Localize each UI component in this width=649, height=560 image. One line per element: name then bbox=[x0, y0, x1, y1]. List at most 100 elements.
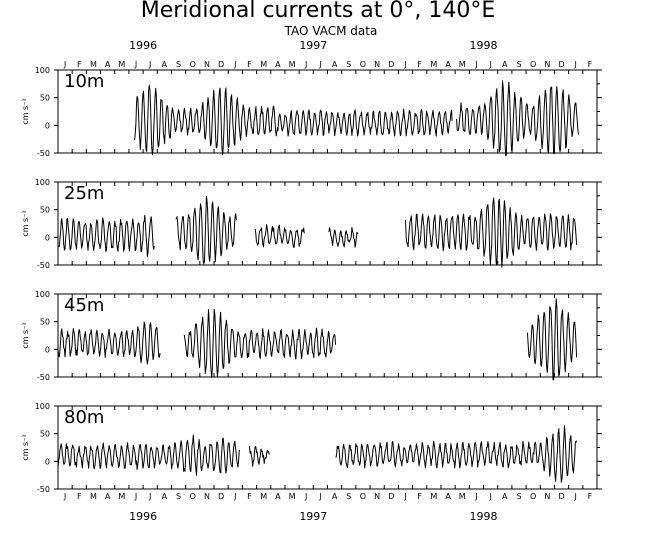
month-label: N bbox=[204, 60, 210, 69]
month-label: J bbox=[574, 60, 577, 69]
month-label: D bbox=[558, 492, 564, 501]
depth-label: 25m bbox=[64, 183, 104, 204]
y-axis-label: cm s⁻¹ bbox=[21, 322, 30, 348]
series-segment-25m-3 bbox=[328, 226, 359, 248]
top-year-label: 1998 bbox=[470, 39, 498, 52]
month-label: A bbox=[162, 60, 168, 69]
month-label: M bbox=[430, 60, 437, 69]
y-tick-label: 0 bbox=[45, 121, 50, 130]
y-tick-label: 0 bbox=[45, 233, 50, 242]
month-label: S bbox=[516, 60, 521, 69]
month-label: D bbox=[218, 492, 224, 501]
month-label: J bbox=[304, 492, 307, 501]
month-label: M bbox=[118, 60, 125, 69]
series-segment-45m-1 bbox=[183, 308, 336, 378]
y-tick-label: -50 bbox=[37, 485, 50, 494]
month-label: D bbox=[388, 492, 394, 501]
y-tick-label: 50 bbox=[40, 94, 50, 103]
y-tick-label: 100 bbox=[35, 290, 50, 299]
month-label: D bbox=[388, 60, 394, 69]
y-tick-label: 100 bbox=[35, 402, 50, 411]
top-year-label: 1997 bbox=[299, 39, 327, 52]
month-label: J bbox=[474, 492, 477, 501]
series-segment-10m-2 bbox=[456, 80, 579, 157]
y-tick-label: -50 bbox=[37, 373, 50, 382]
depth-label: 10m bbox=[64, 71, 104, 92]
month-label: F bbox=[77, 60, 82, 69]
month-label: O bbox=[360, 492, 366, 501]
month-label: O bbox=[360, 60, 366, 69]
y-axis-label: cm s⁻¹ bbox=[21, 98, 30, 124]
month-label: J bbox=[403, 60, 406, 69]
month-label: M bbox=[90, 60, 97, 69]
series-segment-80m-2 bbox=[335, 425, 578, 483]
month-label: M bbox=[289, 492, 296, 501]
month-label: M bbox=[430, 492, 437, 501]
month-label: F bbox=[247, 492, 252, 501]
month-label: A bbox=[445, 492, 451, 501]
y-tick-label: -50 bbox=[37, 149, 50, 158]
depth-label: 80m bbox=[64, 407, 104, 428]
series-segment-80m-1 bbox=[249, 446, 270, 467]
top-year-label: 1996 bbox=[129, 39, 157, 52]
month-label: J bbox=[488, 60, 491, 69]
month-label: A bbox=[445, 60, 451, 69]
y-axis-label: cm s⁻¹ bbox=[21, 434, 30, 460]
month-label: J bbox=[304, 60, 307, 69]
month-label: A bbox=[105, 492, 111, 501]
month-label: M bbox=[459, 492, 466, 501]
month-label: F bbox=[588, 492, 593, 501]
y-tick-label: 100 bbox=[35, 178, 50, 187]
y-tick-label: 50 bbox=[40, 206, 50, 215]
month-label: A bbox=[502, 492, 508, 501]
month-label: J bbox=[134, 60, 137, 69]
month-label: A bbox=[275, 60, 281, 69]
y-tick-label: -50 bbox=[37, 261, 50, 270]
y-tick-label: 0 bbox=[45, 345, 50, 354]
month-label: F bbox=[588, 60, 593, 69]
month-label: O bbox=[530, 492, 536, 501]
chart-title: Meridional currents at 0°, 140°E bbox=[141, 0, 496, 23]
chart-subtitle: TAO VACM data bbox=[284, 24, 378, 38]
series-segment-25m-0 bbox=[57, 214, 155, 257]
month-label: O bbox=[530, 60, 536, 69]
month-label: N bbox=[544, 492, 550, 501]
month-label: A bbox=[332, 60, 338, 69]
month-label: M bbox=[118, 492, 125, 501]
month-label: J bbox=[148, 60, 151, 69]
month-label: F bbox=[77, 492, 82, 501]
top-year-labels: 1996 1997 1998 bbox=[129, 39, 497, 52]
series-segment-80m-0 bbox=[57, 434, 240, 476]
depth-label: 45m bbox=[64, 295, 104, 316]
y-tick-label: 50 bbox=[40, 430, 50, 439]
month-label: A bbox=[502, 60, 508, 69]
month-label: F bbox=[247, 60, 252, 69]
month-label: J bbox=[148, 492, 151, 501]
month-label: J bbox=[233, 492, 236, 501]
month-label: S bbox=[176, 60, 181, 69]
series-segment-25m-1 bbox=[175, 196, 237, 265]
month-label: M bbox=[260, 60, 267, 69]
month-label: M bbox=[260, 492, 267, 501]
series-segment-45m-0 bbox=[57, 321, 161, 365]
month-label: D bbox=[218, 60, 224, 69]
month-label: A bbox=[105, 60, 111, 69]
month-label: D bbox=[558, 60, 564, 69]
month-label: J bbox=[134, 492, 137, 501]
series-segment-45m-2 bbox=[527, 298, 578, 381]
month-label: J bbox=[318, 60, 321, 69]
month-label: J bbox=[318, 492, 321, 501]
chart-panels: J F M A M J J A S O N D J F M A M J J A S O N D J F M A M J J A S O N D J F10… bbox=[21, 60, 602, 501]
month-label: S bbox=[346, 60, 351, 69]
bottom-year-label: 1997 bbox=[299, 510, 327, 523]
month-label: N bbox=[374, 492, 380, 501]
month-label: J bbox=[488, 492, 491, 501]
month-label: S bbox=[176, 492, 181, 501]
month-label: A bbox=[332, 492, 338, 501]
month-label: M bbox=[289, 60, 296, 69]
series-segment-25m-2 bbox=[254, 224, 305, 248]
month-label: N bbox=[374, 60, 380, 69]
bottom-year-label: 1996 bbox=[129, 510, 157, 523]
month-label: F bbox=[417, 492, 422, 501]
